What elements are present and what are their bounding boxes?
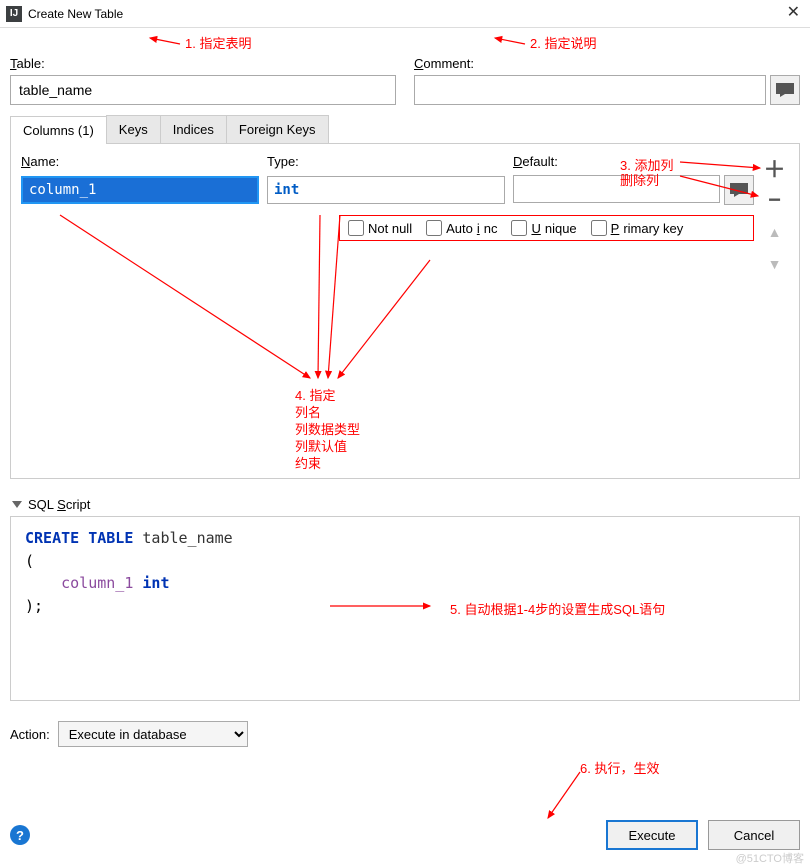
tab-foreign-keys[interactable]: Foreign Keys	[226, 115, 329, 143]
sql-script-header[interactable]: SQL Script	[10, 493, 800, 516]
window-title: Create New Table	[28, 7, 123, 21]
cancel-button[interactable]: Cancel	[708, 820, 800, 850]
move-down-button[interactable]: ▼	[761, 250, 789, 278]
watermark: @51CTO博客	[736, 850, 804, 866]
comment-field-group: Comment:	[414, 56, 800, 105]
collapse-icon	[12, 501, 22, 508]
comment-label: Comment:	[414, 56, 800, 71]
execute-button[interactable]: Execute	[606, 820, 698, 850]
add-column-button[interactable]: ＋	[761, 154, 789, 182]
default-expand-button[interactable]	[724, 175, 754, 205]
tab-columns[interactable]: Columns (1)	[10, 116, 107, 144]
titlebar: IJ Create New Table ✕	[0, 0, 810, 28]
app-icon: IJ	[6, 6, 22, 22]
speech-bubble-icon	[730, 183, 748, 197]
unique-checkbox[interactable]: Unique	[511, 220, 576, 236]
bottom-row: ? Execute Cancel	[10, 820, 800, 850]
column-name-header: Name:	[21, 154, 259, 169]
close-icon[interactable]: ✕	[787, 2, 800, 22]
dialog-content: Table: Comment: Columns (1) Keys Indices…	[0, 28, 810, 755]
annotation-6: 6. 执行，生效	[580, 758, 659, 777]
column-default-header: Default:	[513, 154, 754, 169]
move-up-button[interactable]: ▲	[761, 218, 789, 246]
auto-inc-checkbox[interactable]: Auto inc	[426, 220, 497, 236]
not-null-checkbox[interactable]: Not null	[348, 220, 412, 236]
tab-keys[interactable]: Keys	[106, 115, 161, 143]
column-side-buttons: ＋ − ▲ ▼	[760, 154, 789, 468]
action-row: Action: Execute in database	[10, 721, 800, 747]
table-field-group: Table:	[10, 56, 396, 105]
action-label: Action:	[10, 727, 50, 742]
column-default-input[interactable]	[513, 175, 720, 203]
sql-section: SQL Script CREATE TABLE table_name ( col…	[10, 493, 800, 701]
action-select[interactable]: Execute in database	[58, 721, 248, 747]
sql-editor[interactable]: CREATE TABLE table_name ( column_1 int )…	[10, 516, 800, 701]
column-name-input[interactable]	[21, 176, 259, 204]
comment-expand-button[interactable]	[770, 75, 800, 105]
primary-key-checkbox[interactable]: Primary key	[591, 220, 684, 236]
column-type-header: Type:	[267, 154, 505, 169]
help-button[interactable]: ?	[10, 825, 30, 845]
table-label: Table:	[10, 56, 396, 71]
table-name-input[interactable]	[10, 75, 396, 105]
speech-bubble-icon	[776, 83, 794, 97]
tab-indices[interactable]: Indices	[160, 115, 227, 143]
comment-input[interactable]	[414, 75, 766, 105]
columns-panel: Name: Type: Default: Not null Auto inc U…	[10, 144, 800, 479]
column-type-input[interactable]	[267, 176, 505, 204]
constraints-row: Not null Auto inc Unique Primary key	[339, 215, 754, 241]
tab-bar: Columns (1) Keys Indices Foreign Keys	[10, 115, 800, 144]
remove-column-button[interactable]: −	[761, 186, 789, 214]
